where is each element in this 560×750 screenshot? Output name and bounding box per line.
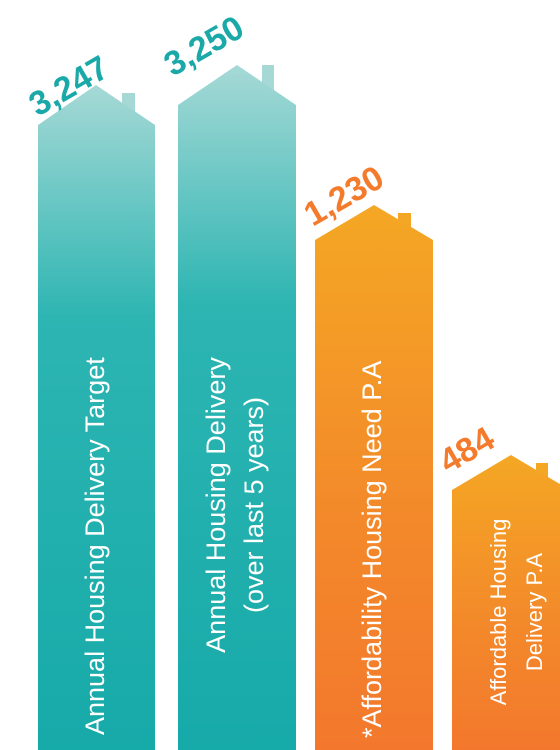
house-label: Affordable Housing	[486, 519, 511, 706]
chimney	[262, 65, 274, 90]
house: 3,247 Annual Housing Delivery Target	[23, 49, 155, 750]
house-shape	[38, 85, 155, 750]
house-shape	[178, 65, 296, 750]
house-shape	[452, 455, 560, 750]
house: 1,230 *Affordability Housing Need P.A	[298, 159, 433, 750]
house-label: Annual Housing Delivery	[201, 357, 231, 653]
house: 484 Affordable Housing Delivery P.A	[433, 420, 560, 750]
house-label: Annual Housing Delivery Target	[80, 357, 110, 735]
house-label: *Affordability Housing Need P.A	[357, 361, 387, 738]
house: 3,250 Annual Housing Delivery (over last…	[158, 9, 296, 750]
house-label: Delivery P.A	[522, 553, 547, 672]
house-shape	[315, 205, 433, 750]
house-label: (over last 5 years)	[239, 397, 269, 613]
